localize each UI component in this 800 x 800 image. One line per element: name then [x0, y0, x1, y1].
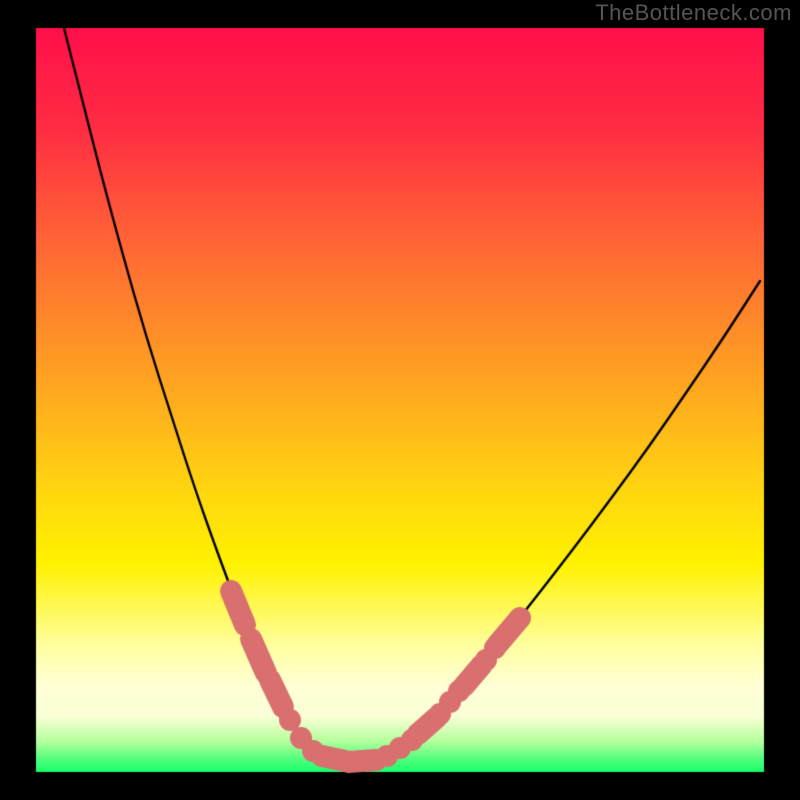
chart-container: TheBottleneck.com	[0, 0, 800, 800]
attribution-label: TheBottleneck.com	[595, 0, 792, 26]
bottleneck-gradient-chart	[0, 0, 800, 800]
